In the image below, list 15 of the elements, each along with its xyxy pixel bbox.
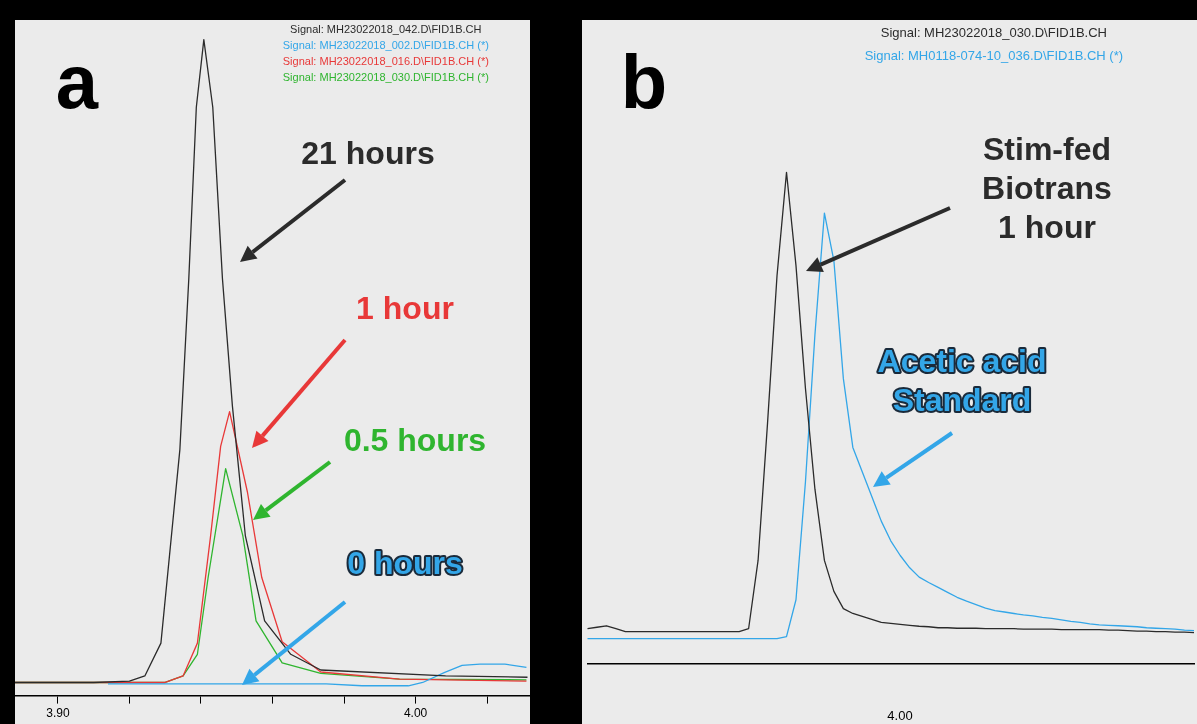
annotation: 0 hours xyxy=(347,544,463,581)
text: Signal: MH23022018_030.D\FID1B.CH xyxy=(880,24,1107,40)
x-tick-label: 3.90 xyxy=(46,706,70,721)
text: Signal: MH23022018_002.D\FID1B.CH (*) xyxy=(282,39,489,52)
chart-title: b xyxy=(620,39,668,124)
annotation: 1 hour xyxy=(356,289,454,326)
text: Signal: MH23022018_042.D\FID1B.CH xyxy=(290,23,482,36)
text: Signal: MH23022018_016.D\FID1B.CH (*) xyxy=(282,55,489,68)
annotation: 0.5 hours xyxy=(343,421,487,458)
annotation: Stim-fed Biotrans 1 hour xyxy=(982,130,1112,245)
text: Signal: MH0118-074-10_036.D\FID1B.CH (*) xyxy=(864,47,1124,63)
text: Signal: MH23022018_030.D\FID1B.CH (*) xyxy=(282,71,489,84)
chart-title: a xyxy=(55,39,99,124)
annotation: Acetic acid Standard xyxy=(877,343,1047,419)
annotation: 21 hours xyxy=(301,134,435,171)
